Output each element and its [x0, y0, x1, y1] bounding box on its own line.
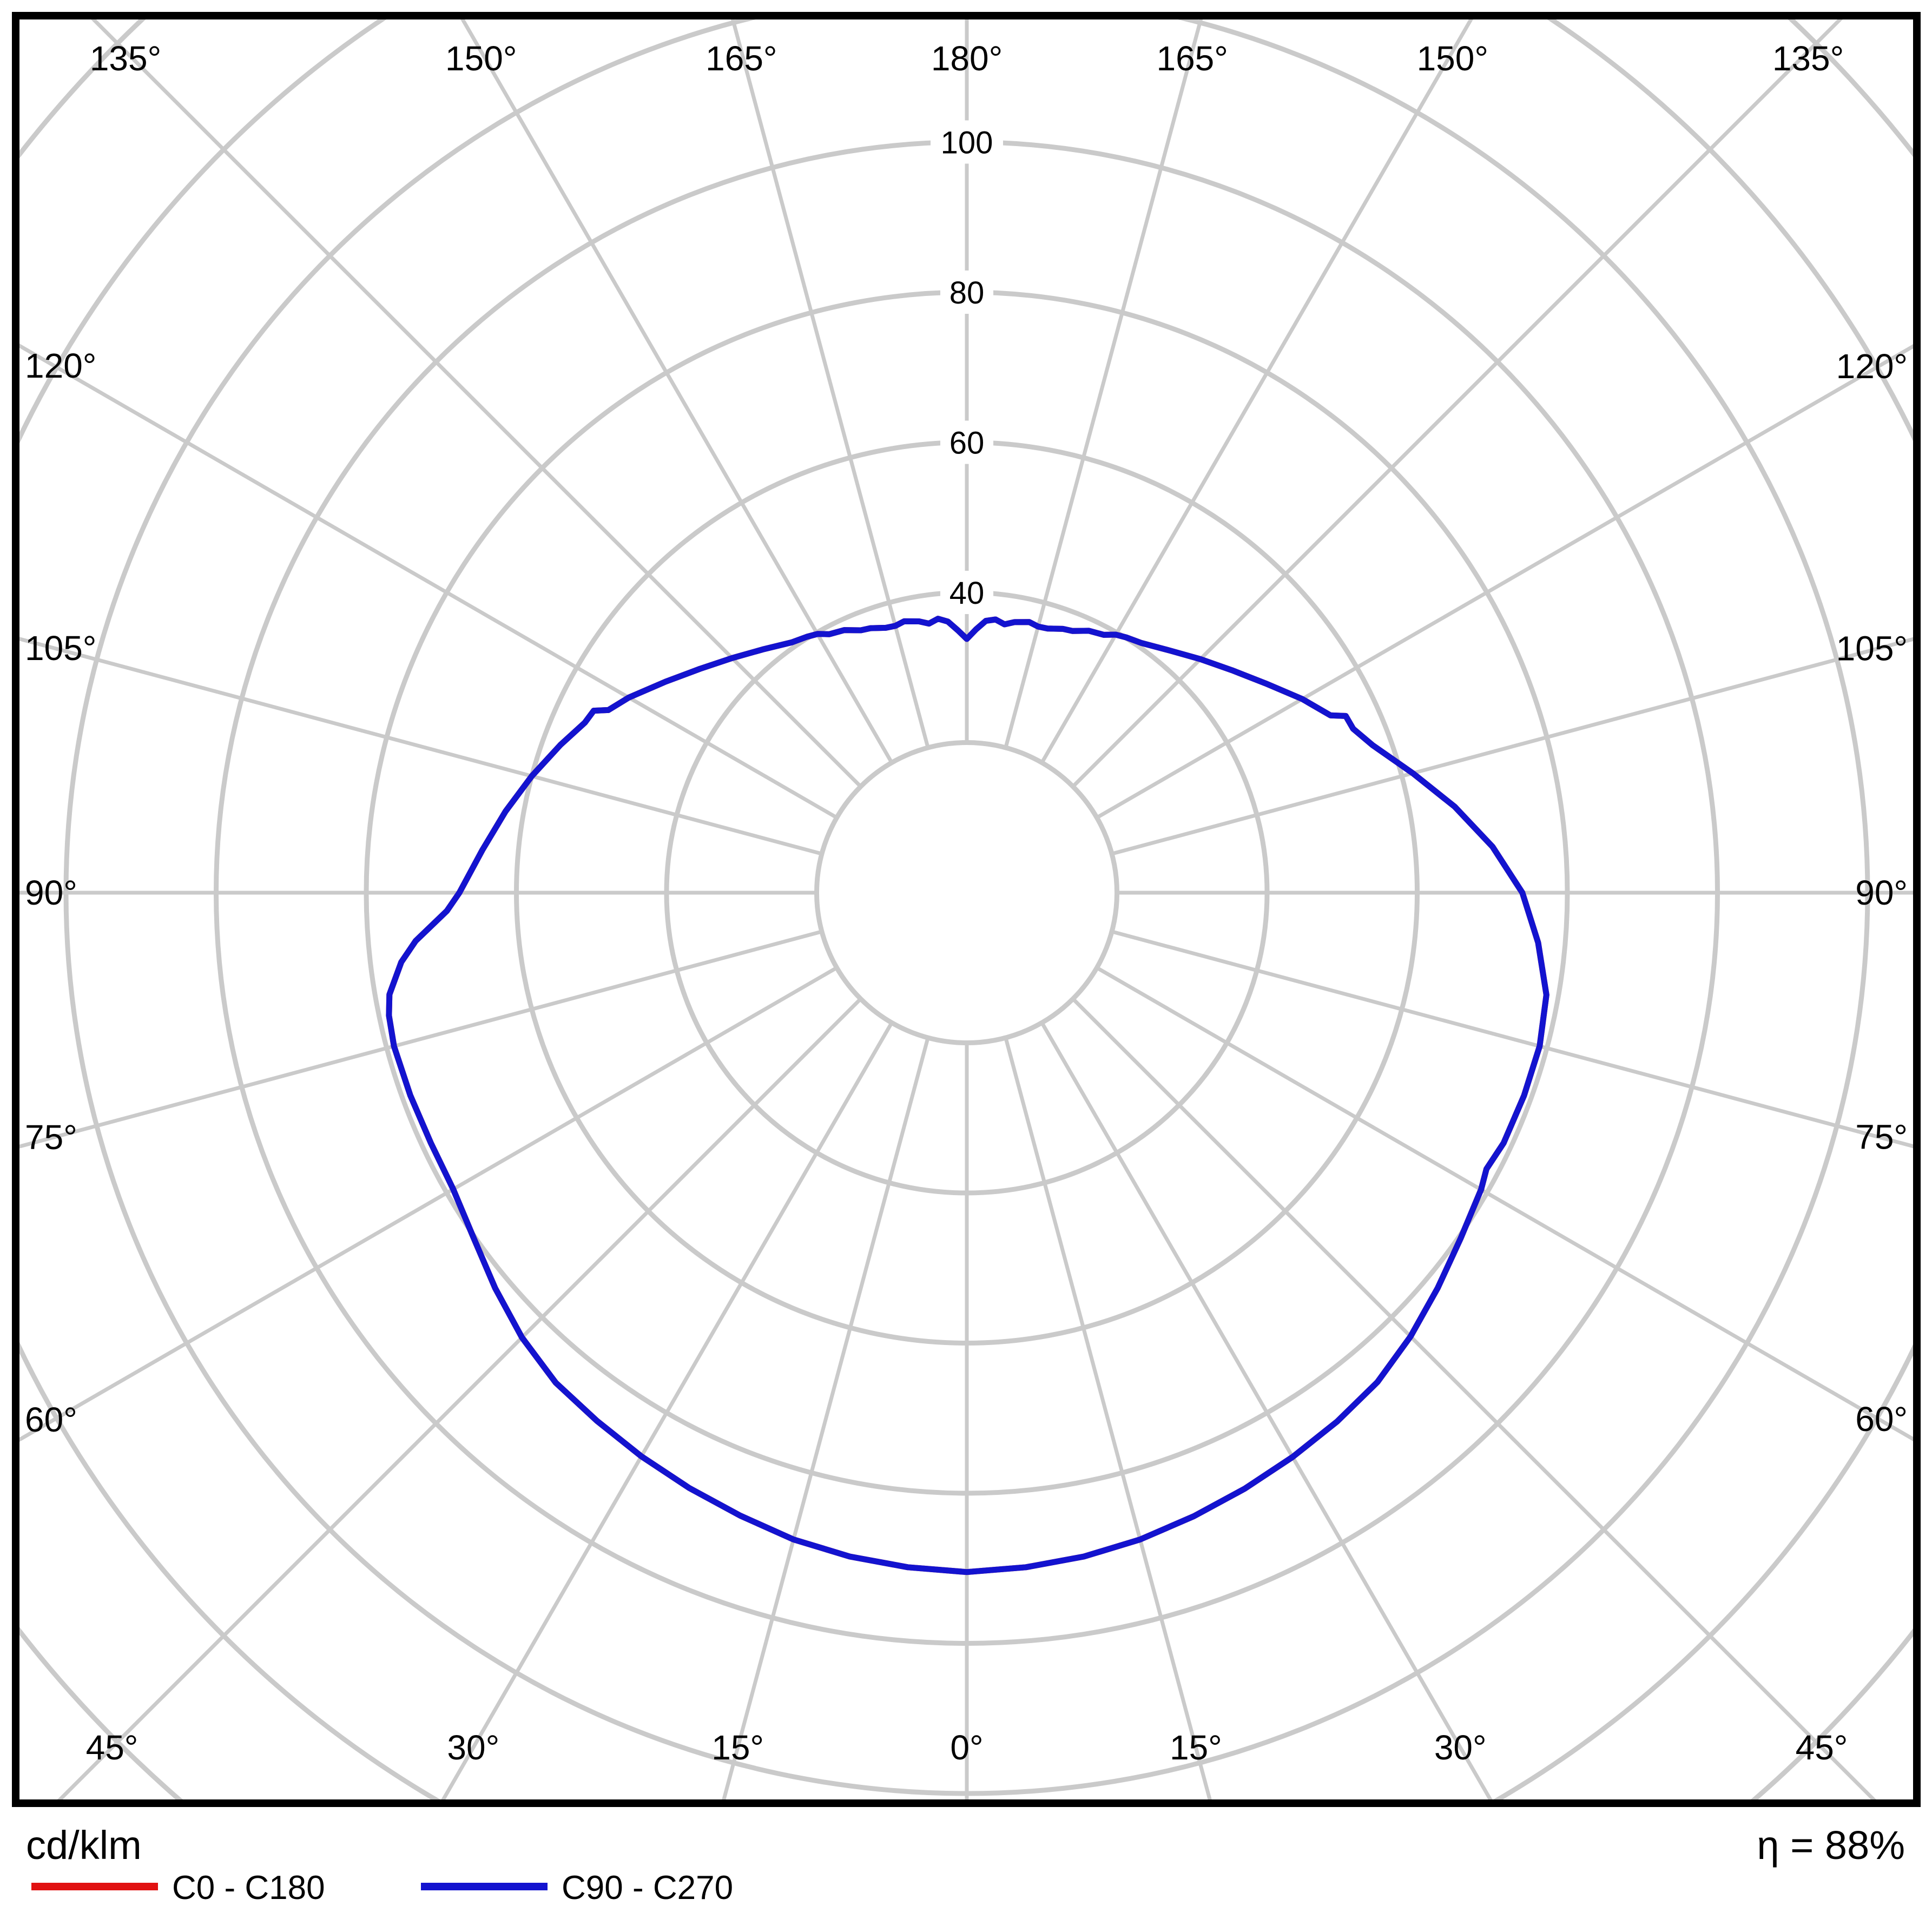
- angle-label-60-right: 60°: [1855, 1400, 1908, 1439]
- ring-label-80: 80: [949, 275, 985, 311]
- grid-spoke-105: [1111, 637, 1913, 856]
- angle-label-135-left: 135°: [90, 39, 161, 78]
- grid-spoke-240: [19, 344, 838, 820]
- grid-spoke-255: [19, 637, 822, 856]
- angle-label-150-right: 150°: [1417, 39, 1488, 78]
- chart-footer: cd/klm η = 88% C0 - C180 C90 - C270: [26, 1823, 1905, 1907]
- angle-label-105-left: 105°: [25, 629, 96, 668]
- legend-label-c0-c180: C0 - C180: [172, 1869, 325, 1907]
- angle-labels: 0° 15° 15° 30° 30° 45° 45° 60° 60° 75° 75° 90° 90° 10…: [25, 39, 1908, 1767]
- legend-label-c90-c270: C90 - C270: [562, 1869, 733, 1907]
- angle-label-90-left: 90°: [25, 873, 77, 912]
- grid-spoke-195: [730, 19, 930, 748]
- grid-spoke-210: [460, 19, 894, 764]
- grid-spoke-30: [1040, 1021, 1493, 1799]
- angle-label-165-left: 165°: [705, 39, 777, 78]
- angle-label-45-left: 45°: [86, 1728, 139, 1767]
- grid-spoke-330: [441, 1021, 894, 1799]
- grid-spoke-285: [19, 929, 822, 1149]
- angle-label-90-right: 90°: [1855, 873, 1908, 912]
- grid-spoke-225: [91, 19, 862, 788]
- grid-spoke-60: [1096, 966, 1913, 1441]
- ring-label-60: 60: [949, 426, 985, 461]
- grid-spoke-135: [1071, 19, 1843, 788]
- angle-label-30-right: 30°: [1434, 1728, 1487, 1767]
- grid-spoke-45: [1071, 997, 1876, 1799]
- angle-label-45-right: 45°: [1796, 1728, 1848, 1767]
- ring-label-100: 100: [941, 126, 993, 161]
- angle-label-120-right: 120°: [1836, 347, 1908, 386]
- grid-spoke-300: [19, 966, 838, 1442]
- angle-label-120-left: 120°: [25, 346, 96, 385]
- grid-spoke-75: [1111, 929, 1913, 1149]
- grid-spoke-315: [57, 997, 862, 1799]
- angle-label-15-right: 15°: [1170, 1728, 1222, 1767]
- c90-c270-curve: [386, 616, 1549, 1575]
- grid-spoke-120: [1096, 344, 1913, 820]
- angle-label-135-right: 135°: [1772, 39, 1844, 78]
- angle-label-75-right: 75°: [1855, 1117, 1908, 1156]
- efficiency-label: η = 88%: [1757, 1823, 1905, 1868]
- grid-spoke-345: [722, 1037, 930, 1799]
- grid-spoke-150: [1040, 19, 1473, 764]
- grid-spoke-165: [1004, 19, 1203, 748]
- angle-label-180-right: 180°: [931, 39, 1003, 78]
- unit-label: cd/klm: [26, 1823, 142, 1868]
- angle-label-150-left: 150°: [445, 39, 517, 78]
- angle-label-105-right: 105°: [1836, 629, 1908, 668]
- intensity-curves: [386, 616, 1549, 1575]
- angle-label-165-right: 165°: [1156, 39, 1228, 78]
- angle-label-30-left: 30°: [447, 1728, 499, 1767]
- grid-ring-20: [814, 740, 1119, 1045]
- ring-value-labels: 40 60 80 100: [931, 120, 1003, 614]
- plot-border: [12, 12, 1921, 1807]
- angle-label-15-left: 15°: [711, 1728, 764, 1767]
- legend: C0 - C180 C90 - C270: [31, 1869, 733, 1907]
- grid-spoke-15: [1004, 1037, 1212, 1799]
- ring-label-40: 40: [949, 576, 985, 611]
- angle-label-60-left: 60°: [25, 1400, 77, 1439]
- angle-label-0-right: 0°: [950, 1728, 983, 1767]
- angle-label-75-left: 75°: [25, 1118, 77, 1157]
